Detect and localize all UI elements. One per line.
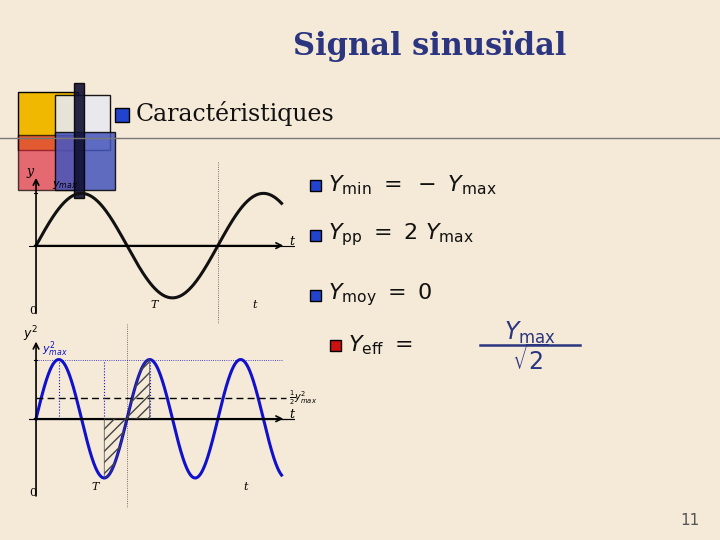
Text: Signal sinusïdal: Signal sinusïdal <box>293 30 567 62</box>
Text: $\frac{1}{2}y^2_{max}$: $\frac{1}{2}y^2_{max}$ <box>289 389 317 407</box>
Text: $Y_{\mathrm{moy}}\ =\ 0$: $Y_{\mathrm{moy}}\ =\ 0$ <box>328 281 433 308</box>
FancyBboxPatch shape <box>55 132 115 190</box>
Text: 0: 0 <box>29 488 36 498</box>
Text: $y^2$: $y^2$ <box>23 325 37 345</box>
Text: $y^2_{max}$: $y^2_{max}$ <box>42 339 68 359</box>
Text: $Y_{\mathrm{min}}\ =\ -\ Y_{\mathrm{max}}$: $Y_{\mathrm{min}}\ =\ -\ Y_{\mathrm{max}… <box>328 173 497 197</box>
Text: $Y_{\mathrm{eff}}\ =$: $Y_{\mathrm{eff}}\ =$ <box>348 333 413 357</box>
Text: $\sqrt{2}$: $\sqrt{2}$ <box>512 345 549 375</box>
Text: 11: 11 <box>680 513 700 528</box>
FancyBboxPatch shape <box>55 95 110 150</box>
Text: $Y_{\mathrm{pp}}\ =\ 2\ Y_{\mathrm{max}}$: $Y_{\mathrm{pp}}\ =\ 2\ Y_{\mathrm{max}}… <box>328 221 474 248</box>
FancyBboxPatch shape <box>18 92 78 150</box>
FancyBboxPatch shape <box>115 108 129 122</box>
Text: $y_{max}$: $y_{max}$ <box>52 179 78 191</box>
Text: t: t <box>252 300 256 310</box>
Text: T: T <box>91 482 99 492</box>
Text: t: t <box>243 482 248 492</box>
FancyBboxPatch shape <box>310 179 321 191</box>
Text: y: y <box>27 165 34 178</box>
Text: 0: 0 <box>29 306 36 315</box>
Text: T: T <box>150 300 158 310</box>
Text: $Y_{\mathrm{max}}$: $Y_{\mathrm{max}}$ <box>504 320 556 346</box>
FancyBboxPatch shape <box>18 135 78 190</box>
Text: Caractéristiques: Caractéristiques <box>136 102 335 126</box>
Text: t: t <box>289 235 294 248</box>
FancyBboxPatch shape <box>310 289 321 300</box>
FancyBboxPatch shape <box>330 340 341 350</box>
Text: t: t <box>289 408 294 421</box>
FancyBboxPatch shape <box>310 230 321 240</box>
FancyBboxPatch shape <box>74 83 84 198</box>
